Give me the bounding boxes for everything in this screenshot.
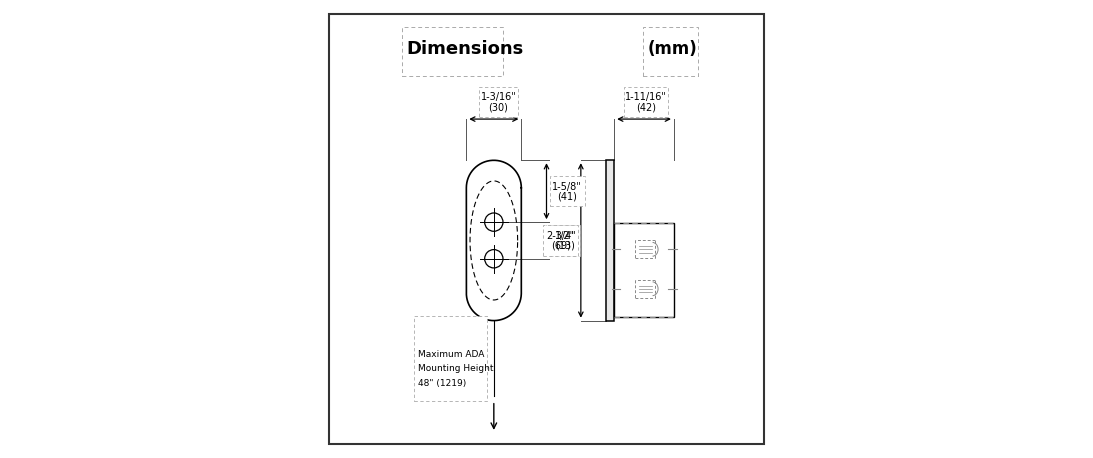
Text: 1-11/16": 1-11/16" [625,92,668,102]
FancyBboxPatch shape [550,176,585,206]
Text: (13): (13) [555,241,575,251]
Text: 1-3/16": 1-3/16" [481,92,516,102]
Text: Maximum ADA: Maximum ADA [419,350,484,360]
Text: Dimensions: Dimensions [407,40,524,59]
Bar [606,160,614,321]
Text: 48" (1219): 48" (1219) [419,379,467,388]
Bar [614,223,673,317]
Text: 1/2": 1/2" [555,231,575,241]
FancyBboxPatch shape [413,316,487,401]
FancyBboxPatch shape [550,225,580,256]
Text: (mm): (mm) [647,40,697,59]
FancyBboxPatch shape [543,225,578,256]
FancyBboxPatch shape [624,87,668,117]
FancyBboxPatch shape [479,87,518,117]
Text: (41): (41) [557,192,577,202]
Text: 2-3/4": 2-3/4" [545,231,576,241]
Text: (30): (30) [489,102,508,112]
Text: Mounting Height: Mounting Height [419,364,494,373]
Text: (69): (69) [551,241,571,251]
Text: (42): (42) [636,102,656,112]
Text: 1-5/8": 1-5/8" [552,182,581,191]
